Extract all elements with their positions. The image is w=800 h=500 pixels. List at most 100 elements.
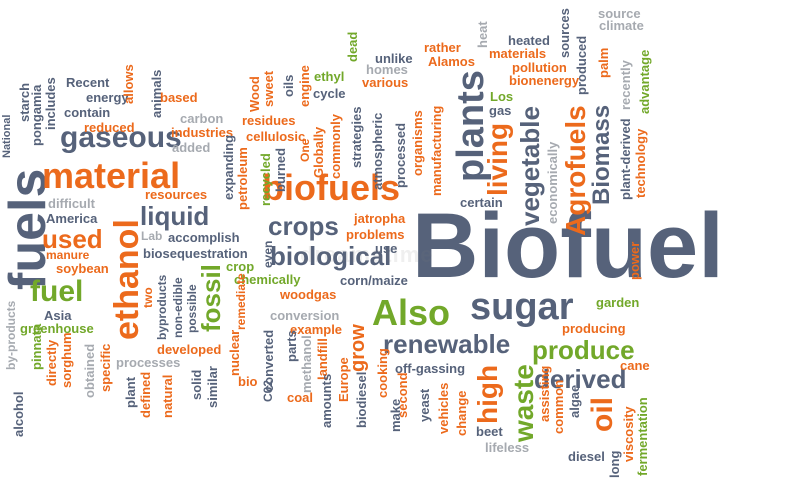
cloud-word-parts: parts — [284, 330, 299, 362]
cloud-word-vegetable: vegetable — [515, 106, 545, 226]
cloud-word-problems: problems — [346, 227, 405, 242]
cloud-word-liquid: liquid — [140, 201, 210, 231]
cloud-word-produced: produced — [574, 35, 589, 95]
cloud-word-energy: energy — [86, 90, 129, 105]
cloud-word-difficult: difficult — [48, 196, 95, 211]
cloud-word-national: National — [1, 114, 13, 158]
cloud-word-materials: materials — [489, 46, 547, 61]
cloud-word-organisms: organisms — [410, 110, 425, 176]
cloud-word-fuel: fuel — [30, 275, 84, 308]
cloud-word-natural: natural — [160, 374, 175, 418]
cloud-word-grow: grow — [347, 324, 369, 372]
cloud-word-power: power — [627, 241, 642, 280]
cloud-word-change: change — [454, 390, 469, 436]
cloud-word-biodiesel: biodiesel — [354, 371, 369, 428]
cloud-word-processed: processed — [393, 122, 408, 188]
cloud-word-renewable: renewable — [383, 329, 511, 359]
cloud-word-cycle: cycle — [313, 86, 346, 101]
cloud-word-crop: crop — [226, 259, 255, 274]
cloud-word-beet: beet — [476, 424, 503, 439]
cloud-word-two: two — [141, 287, 155, 308]
cloud-word-diesel: diesel — [568, 449, 605, 464]
cloud-word-methanol: methanol — [299, 335, 314, 393]
cloud-word-garden: garden — [596, 295, 640, 310]
cloud-word-accomplish: accomplish — [168, 230, 240, 245]
cloud-word-petroleum: petroleum — [235, 147, 250, 210]
cloud-word-wood: Wood — [247, 76, 262, 112]
cloud-word-one: One — [298, 138, 312, 162]
cloud-word-recent: Recent — [66, 75, 110, 90]
cloud-word-lifeless: lifeless — [485, 440, 530, 455]
cloud-word-includes: includes — [43, 77, 58, 130]
cloud-word-produce: produce — [532, 335, 635, 365]
cloud-word-carbon: carbon — [180, 111, 224, 126]
cloud-word-use: use — [375, 241, 398, 256]
cloud-word-pongamia: pongamia — [29, 84, 44, 146]
cloud-word-similar: similar — [205, 366, 220, 408]
cloud-word-conversion: conversion — [270, 308, 340, 323]
cloud-word-remediate: remediate — [234, 273, 248, 330]
cloud-word-pinnata: pinnata — [29, 323, 44, 370]
cloud-word-second: second — [395, 372, 410, 418]
cloud-word-plant-derived: plant-derived — [618, 118, 633, 200]
cloud-word-recycled: recycled — [258, 153, 273, 206]
cloud-word-greenhouse: greenhouse — [20, 321, 94, 336]
cloud-word-biomass: Biomass — [588, 104, 615, 205]
cloud-word-various: various — [362, 75, 409, 90]
cloud-word-bionenergy: bionenergy — [509, 73, 580, 88]
cloud-word-fossil: fossil — [196, 264, 226, 332]
cloud-word-jatropha: jatropha — [354, 211, 406, 226]
watermark: dreamstime — [300, 242, 434, 267]
cloud-word-expanding: expanding — [221, 134, 236, 200]
cloud-word-vehicles: vehicles — [436, 382, 451, 434]
cloud-word-waste: waste — [508, 364, 539, 442]
cloud-word-technology: technology — [633, 128, 648, 198]
cloud-word-defined: defined — [138, 371, 153, 418]
cloud-word-obtained: obtained — [82, 343, 97, 398]
cloud-word-nuclear: nuclear — [227, 329, 242, 376]
cloud-word-manure: manure — [46, 248, 90, 262]
cloud-word-viscosity: viscosity — [621, 406, 636, 462]
cloud-word-globally: Globally — [311, 126, 326, 178]
cloud-word-ethanol: ethanol — [108, 219, 146, 340]
cloud-word-long: long — [607, 450, 622, 478]
cloud-word-example: example — [290, 322, 343, 337]
cloud-word-chemically: chemically — [234, 272, 301, 287]
cloud-word-biofuel: Biofuel — [412, 195, 724, 297]
cloud-word-resources: resources — [145, 187, 208, 202]
cloud-word-non-edible: non-edible — [171, 277, 185, 338]
cloud-word-engine: engine — [297, 65, 312, 107]
cloud-word-advantage: advantage — [637, 49, 652, 114]
cloud-word-homes: homes — [366, 62, 408, 77]
cloud-word-residues: residues — [242, 113, 296, 128]
cloud-word-climate: climate — [599, 18, 644, 33]
cloud-word-sources: sources — [557, 8, 572, 58]
cloud-word-ethyl: ethyl — [314, 69, 345, 84]
cloud-word-added: added — [172, 140, 211, 155]
cloud-word-algae: algae — [567, 384, 582, 418]
cloud-word-processes: processes — [116, 355, 181, 370]
cloud-word-asia: Asia — [44, 308, 72, 323]
cloud-word-possible: possible — [185, 284, 199, 333]
cloud-word-plant: plant — [123, 376, 138, 408]
cloud-word-los: Los — [490, 89, 514, 104]
cloud-word-commonly: commonly — [328, 113, 343, 179]
cloud-word-industries: industries — [171, 125, 234, 140]
cloud-word-assisting: assisting — [537, 365, 552, 422]
cloud-word-byproducts: byproducts — [155, 274, 169, 340]
cloud-word-alamos: Alamos — [428, 54, 475, 69]
cloud-word-specific: specific — [98, 343, 113, 392]
cloud-word-europe: Europe — [336, 357, 351, 402]
cloud-word-biosequestration: biosequestration — [143, 246, 248, 261]
cloud-word-even: even — [261, 240, 275, 268]
cloud-word-common: common — [551, 379, 566, 434]
cloud-word-biological: biological — [270, 241, 392, 271]
cloud-word-developed: developed — [157, 342, 222, 357]
cloud-word-certain: certain — [460, 195, 503, 210]
cloud-word-america: America — [46, 211, 98, 226]
cloud-word-sorghum: sorghum — [59, 332, 74, 388]
cloud-word-also: Also — [372, 292, 451, 333]
cloud-word-heat: heat — [475, 21, 490, 48]
cloud-word-directly: directly — [44, 339, 59, 386]
